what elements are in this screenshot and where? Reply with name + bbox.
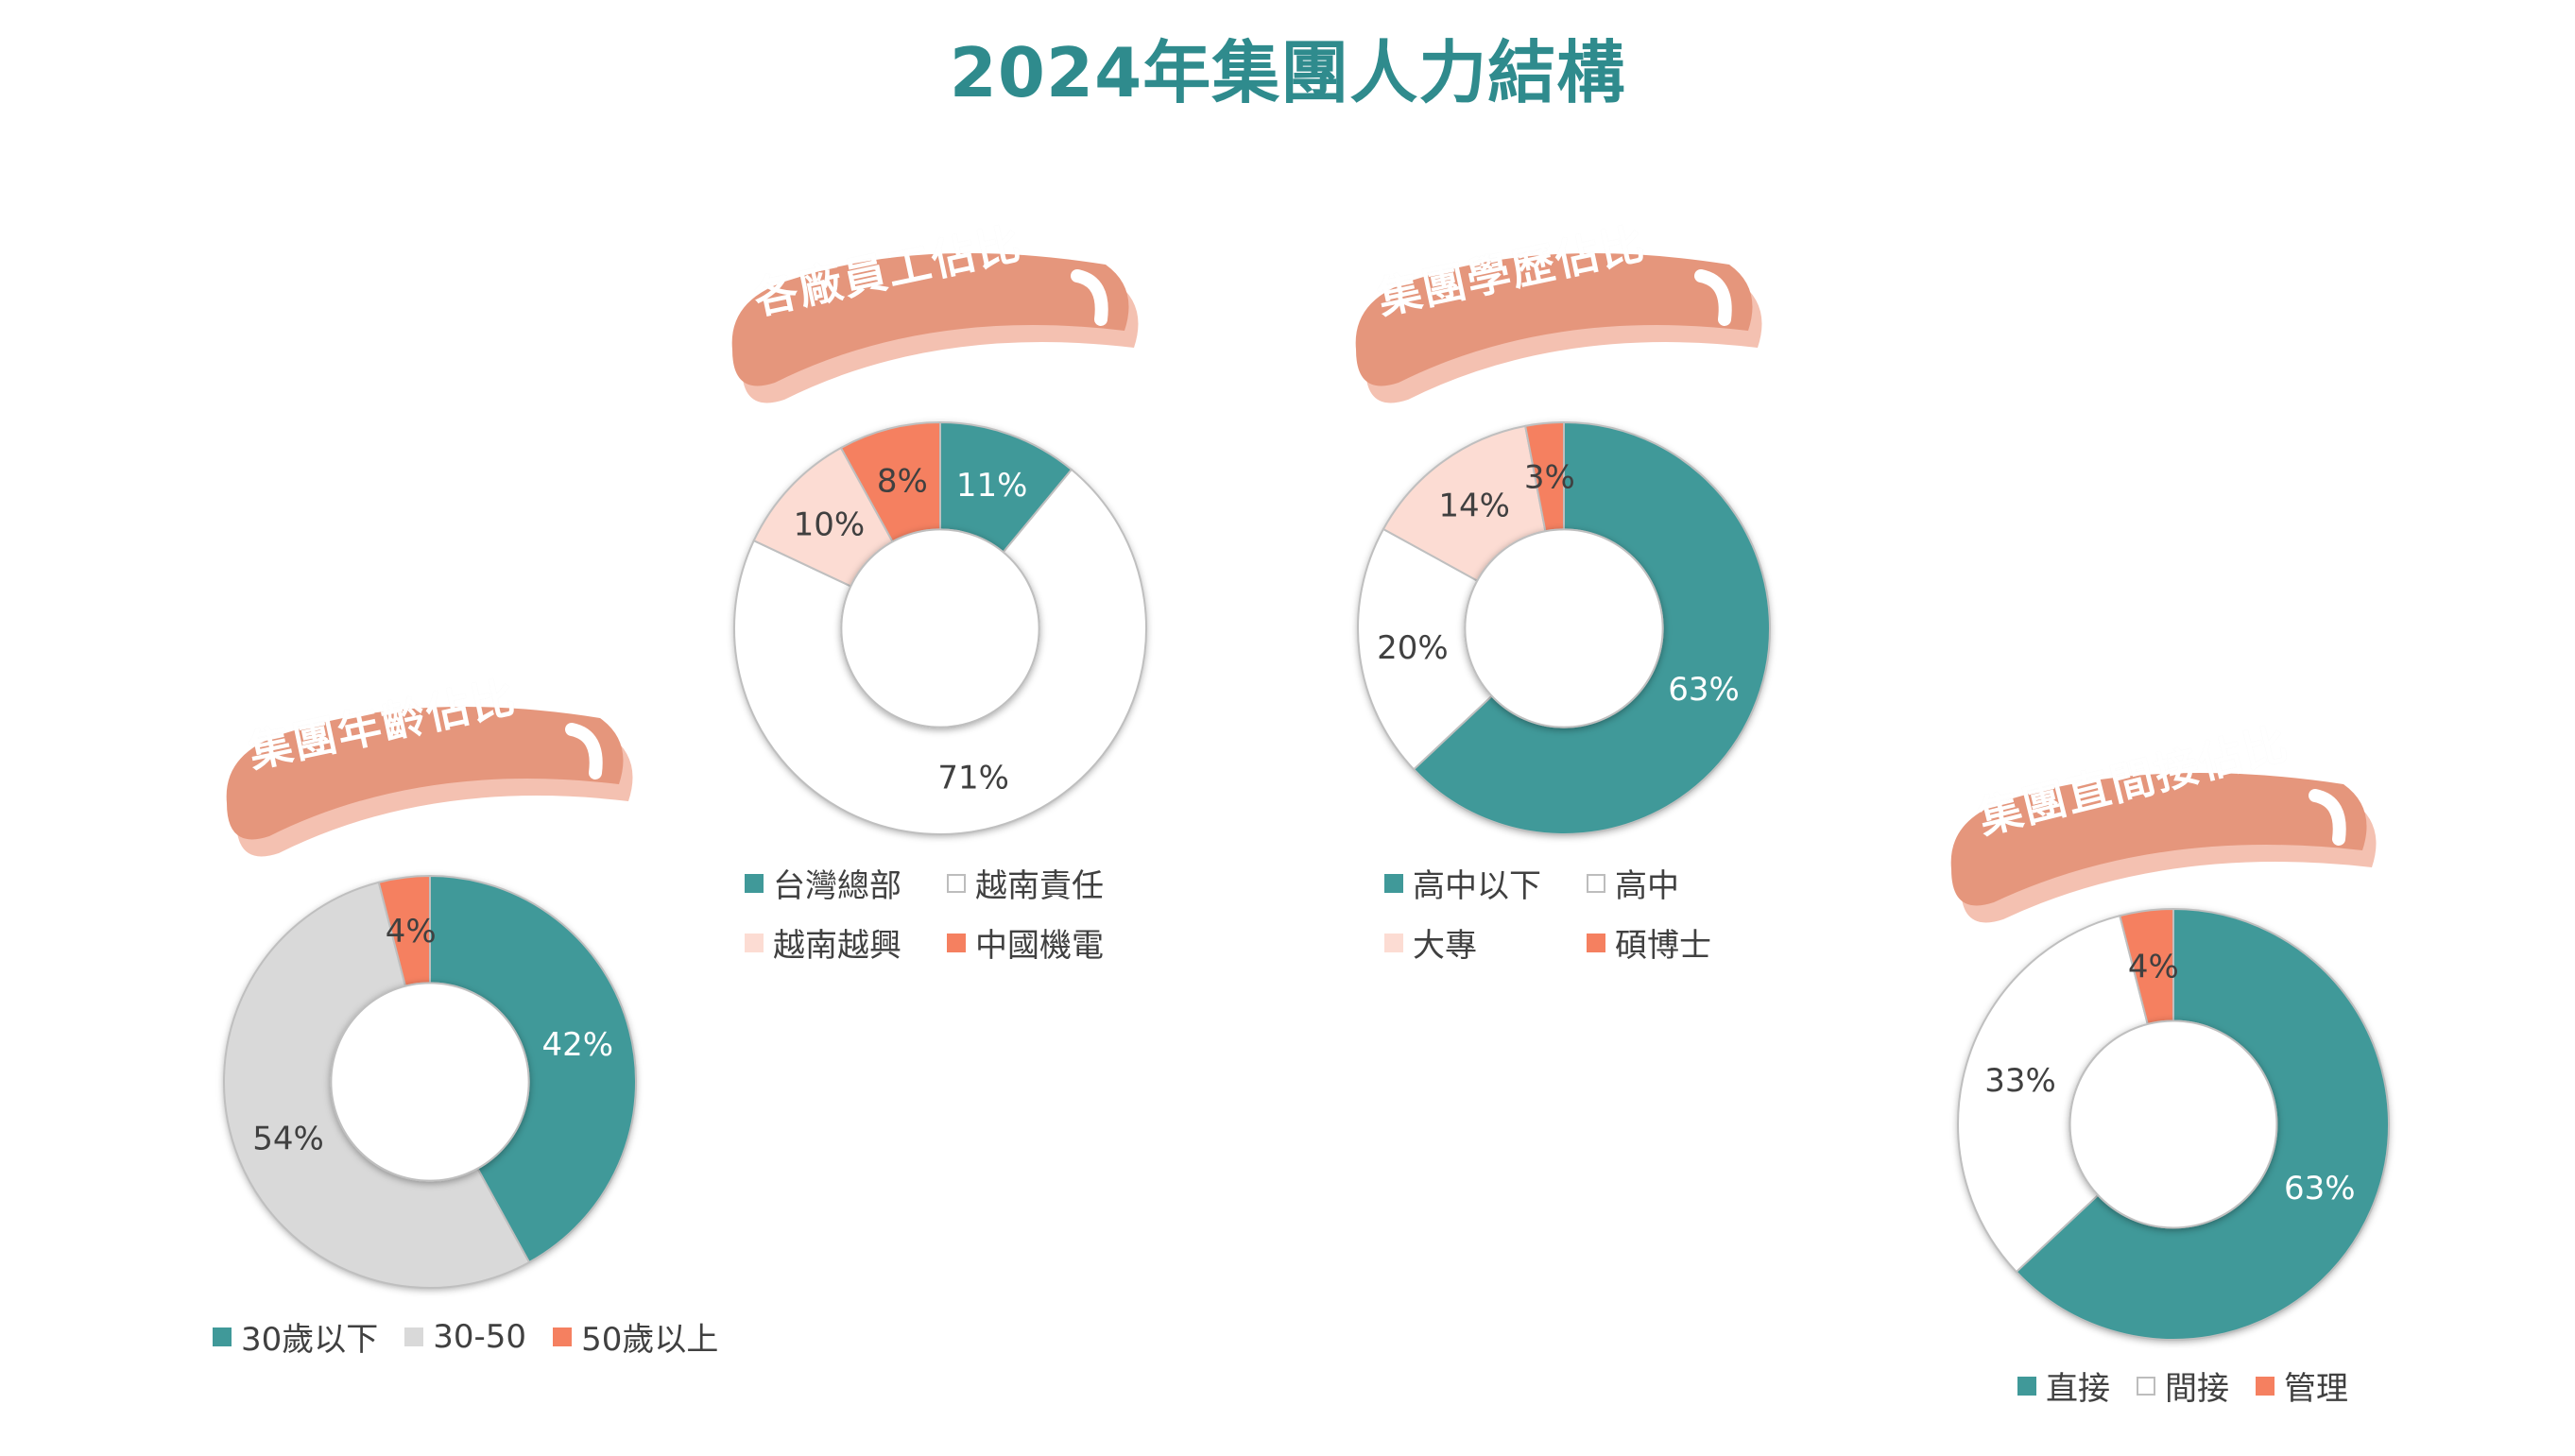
legend-label: 越南越興 [773,927,901,965]
banner-swoosh [1694,269,1732,326]
data-label-2: 20% [1377,629,1449,667]
legend-label: 高中以下 [1413,867,1541,905]
legend-direct: 直接 間接 管理 [2017,1362,2348,1409]
banner-shape [1950,773,2367,906]
legend-swatch [947,873,966,893]
banner-swoosh [1071,269,1108,326]
legend-swatch [2137,1376,2155,1396]
legend-swatch [404,1327,424,1346]
legend-swatch [1587,873,1605,893]
donut-chart-factory: 11% 71% 10% 8% [733,420,1147,835]
legend-label: 碩博士 [1615,927,1711,965]
data-label-4: 8% [877,463,928,501]
legend-item: 中國機電 [947,919,1104,966]
legend-item: 越南責任 [947,860,1104,906]
legend-swatch [213,1327,232,1346]
legend-item: 碩博士 [1587,919,1711,966]
data-label-3: 4% [2128,949,2179,986]
donut-hole [1464,528,1664,728]
legend-item: 台灣總部 [745,860,901,906]
donut-chart-direct: 63% 33% 4% [1957,907,2390,1341]
data-label-2: 71% [937,759,1009,797]
legend-item: 30歲以下 [213,1313,378,1360]
title-banner-factory [731,253,1139,403]
data-label-1: 42% [541,1026,613,1064]
legend-label: 30-50 [433,1317,527,1356]
data-label-1: 63% [2284,1170,2356,1208]
legend-label: 管理 [2284,1370,2348,1408]
banner-swoosh [2309,789,2346,846]
data-label-3: 10% [794,506,866,544]
chart-panel-age: 集團年齡佔比 42% 54% 4% 30歲以下 30-50 50歲以上 [189,661,775,1379]
legend-label: 中國機電 [975,927,1104,965]
legend-item: 大專 [1384,919,1541,966]
legend-label: 高中 [1615,867,1679,905]
banner-shape [1355,253,1753,386]
legend-label: 50歲以上 [581,1321,719,1359]
data-label-1: 11% [956,467,1028,505]
legend-age: 30歲以下 30-50 50歲以上 [213,1313,718,1360]
legend-item: 直接 [2017,1362,2110,1409]
donut-hole [330,982,530,1182]
banner-swoosh [565,723,603,779]
legend-label: 越南責任 [975,867,1104,905]
legend-item: 50歲以上 [553,1313,718,1360]
data-label-2: 33% [1984,1062,2056,1100]
banner-shape [226,707,624,840]
legend-item: 高中以下 [1384,860,1541,906]
legend-swatch [745,933,764,952]
data-label-1: 63% [1668,671,1740,709]
legend-education: 高中以下 高中大專 碩博士 [1384,860,1711,966]
legend-item: 間接 [2137,1362,2229,1409]
chart-panel-factory: 各廠員工佔比 11% 71% 10% 8% 台灣總部 越南責任 越南越興 中國機電 [699,208,1191,966]
page-title: 2024年集團人力結構 [949,33,1626,112]
data-label-3: 4% [386,913,437,951]
legend-swatch [2256,1376,2275,1396]
legend-swatch [1587,933,1605,952]
title-banner-age [226,707,633,857]
donut-chart-education: 63% 20% 14% 3% [1357,420,1771,835]
legend-factory: 台灣總部 越南責任越南越興 中國機電 [745,860,1104,966]
legend-label: 台灣總部 [773,867,901,905]
title-banner-education [1355,253,1762,403]
donut-hole [840,528,1040,728]
banner-shape [731,253,1129,386]
legend-label: 30歲以下 [241,1321,379,1359]
legend-swatch [745,873,764,893]
legend-item: 越南越興 [745,919,901,966]
legend-swatch [2017,1376,2036,1396]
legend-item: 30-50 [404,1313,526,1360]
legend-swatch [1384,873,1403,893]
legend-item: 高中 [1587,860,1711,906]
legend-swatch [1384,933,1403,952]
data-label-2: 54% [252,1120,324,1157]
donut-chart-age: 42% 54% 4% [223,874,637,1289]
legend-label: 間接 [2165,1370,2229,1408]
legend-item: 管理 [2256,1362,2348,1409]
data-label-3: 14% [1438,487,1510,524]
legend-swatch [553,1327,573,1346]
legend-swatch [947,933,966,952]
legend-label: 大專 [1413,927,1477,965]
data-label-4: 3% [1524,458,1575,496]
chart-panel-education: 集團學歷佔比 63% 20% 14% 3% 高中以下 高中 大專 碩博士 [1323,208,1814,966]
title-banner-direct [1950,773,2377,923]
chart-panel-direct: 集團直間接佔比 63% 33% 4% 直接 間接 管理 [1928,717,2457,1427]
legend-label: 直接 [2046,1370,2110,1408]
donut-hole [2069,1019,2278,1229]
